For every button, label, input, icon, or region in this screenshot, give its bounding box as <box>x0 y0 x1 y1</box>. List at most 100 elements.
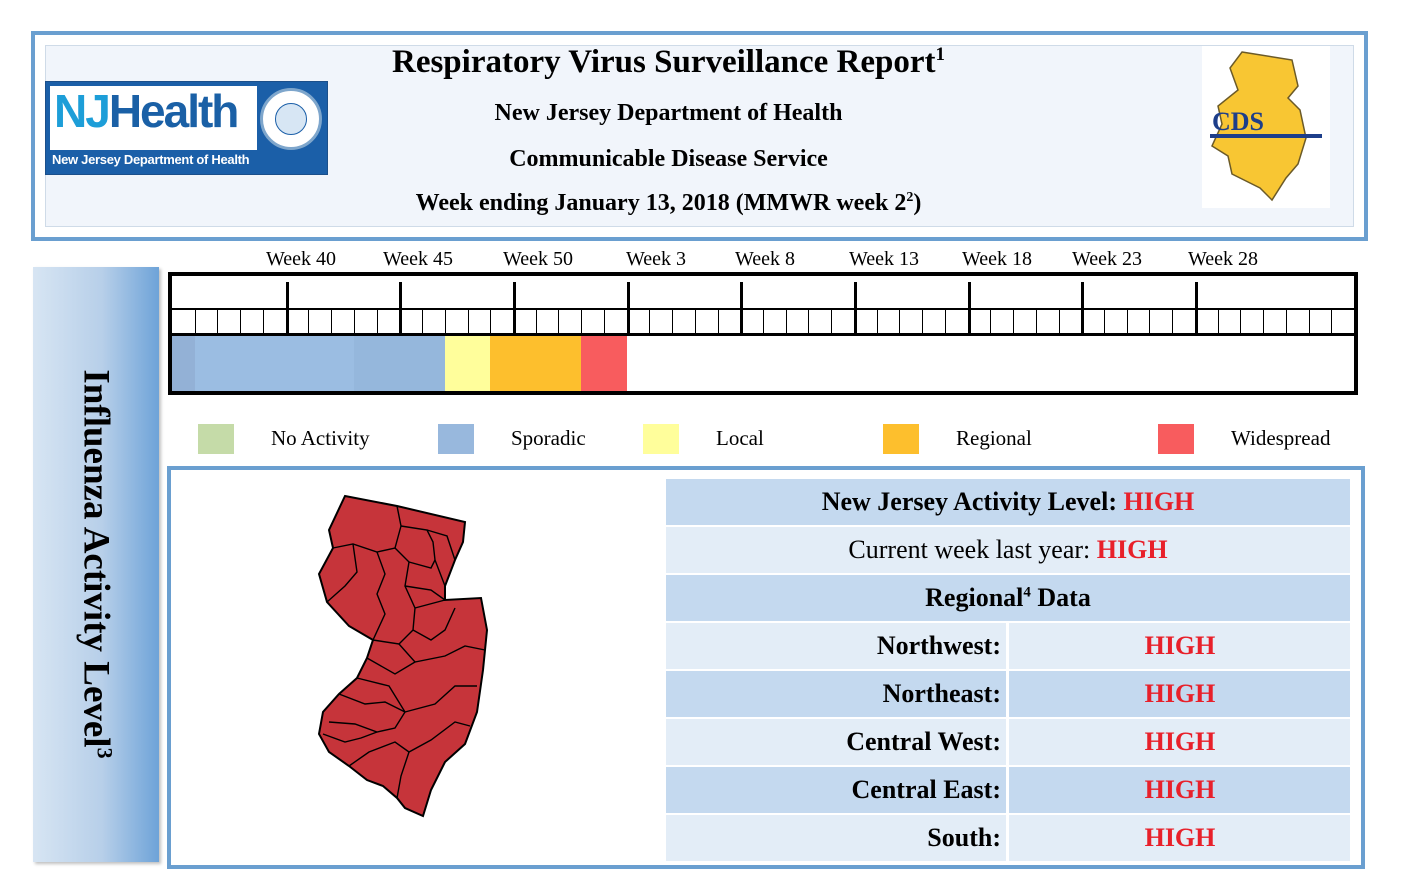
timeline-minor-tick <box>422 310 424 333</box>
department-name: New Jersey Department of Health <box>494 100 843 126</box>
legend-label: Sporadic <box>511 426 586 450</box>
region-name: Central East: <box>851 775 1001 804</box>
timeline-minor-tick <box>558 310 560 333</box>
timeline-minor-tick <box>1240 310 1242 333</box>
timeline-major-tick <box>1194 282 1198 333</box>
region-name: South: <box>927 823 1001 852</box>
timeline-minor-tick <box>467 310 469 333</box>
timeline-minor-tick <box>1035 310 1037 333</box>
table-row: Regional4 Data <box>666 575 1350 621</box>
week-label: Week 50 <box>502 248 574 270</box>
week-label: Week 18 <box>961 248 1033 270</box>
timeline-minor-tick <box>672 310 674 333</box>
week-label: Week 8 <box>734 248 796 270</box>
region-name: Central West: <box>846 727 1001 756</box>
report-title: Respiratory Virus Surveillance Report1 <box>391 44 946 80</box>
svg-text:CDS: CDS <box>1212 107 1264 136</box>
activity-segment-sporadic <box>194 336 354 391</box>
table-row: Northeast: HIGH <box>666 671 1350 717</box>
legend-label: Regional <box>956 426 1032 450</box>
timeline-major-tick <box>399 282 403 333</box>
legend-label: Widespread <box>1231 426 1331 450</box>
activity-segment-regional <box>490 336 582 391</box>
timeline-minor-tick <box>1217 310 1219 333</box>
nj-county-map <box>317 494 489 818</box>
table-row: South: HIGH <box>666 815 1350 861</box>
timeline-minor-tick <box>535 310 537 333</box>
timeline-divider <box>172 333 1354 336</box>
region-value: HIGH <box>1144 631 1216 660</box>
table-row: New Jersey Activity Level: HIGH <box>666 479 1350 525</box>
timeline-minor-tick <box>899 310 901 333</box>
legend-swatch-local <box>643 424 679 454</box>
activity-segment-widespread <box>581 336 627 391</box>
timeline-minor-tick <box>490 310 492 333</box>
timeline-minor-tick <box>649 310 651 333</box>
table-row: Central East: HIGH <box>666 767 1350 813</box>
timeline-minor-tick <box>353 310 355 333</box>
accreditation-seal-icon <box>260 88 322 150</box>
legend-swatch-no-activity <box>198 424 234 454</box>
timeline-major-tick <box>740 282 744 333</box>
timeline-minor-tick <box>763 310 764 333</box>
timeline-minor-tick <box>1149 310 1151 333</box>
region-name: Northeast: <box>882 679 1001 708</box>
timeline-major-tick <box>512 282 516 333</box>
legend-label: Local <box>716 426 764 450</box>
timeline-minor-tick <box>376 310 378 333</box>
timeline-minor-tick <box>240 310 242 333</box>
county-borders <box>322 505 486 799</box>
timeline-major-tick <box>626 282 630 333</box>
activity-segment-local <box>444 336 491 391</box>
table-row: Northwest: HIGH <box>666 623 1350 669</box>
region-value: HIGH <box>1144 727 1216 756</box>
timeline-minor-tick <box>922 310 924 333</box>
activity-segment-sporadic <box>172 336 195 391</box>
table-row: Central West: HIGH <box>666 719 1350 765</box>
timeline-minor-tick <box>944 310 946 333</box>
region-value: HIGH <box>1144 823 1216 852</box>
timeline-minor-tick <box>1285 310 1287 333</box>
timeline-minor-tick <box>1263 310 1265 333</box>
timeline-minor-tick <box>785 310 787 333</box>
timeline-minor-tick <box>444 310 446 333</box>
timeline-minor-tick <box>1172 310 1174 333</box>
timeline-minor-tick <box>1126 310 1128 333</box>
week-label: Week 28 <box>1187 248 1259 270</box>
timeline-minor-tick <box>262 310 264 333</box>
timeline-minor-tick <box>308 310 310 333</box>
timeline-minor-tick <box>581 310 583 333</box>
timeline-minor-tick <box>1103 310 1105 333</box>
timeline-minor-tick <box>990 310 992 333</box>
week-ending-line: Week ending January 13, 2018 (MMWR week … <box>415 190 922 216</box>
side-label-text: Influenza Activity Level3 <box>75 369 118 759</box>
legend-label: No Activity <box>271 426 370 450</box>
timeline-major-tick <box>285 282 289 333</box>
week-label: Week 40 <box>265 248 337 270</box>
activity-segment-sporadic <box>353 336 445 391</box>
timeline-divider <box>172 308 1354 310</box>
week-label: Week 3 <box>625 248 687 270</box>
nj-health-logo: NJHealth New Jersey Department of Health <box>45 81 328 175</box>
region-value: HIGH <box>1144 775 1216 804</box>
week-label: Week 45 <box>382 248 454 270</box>
timeline-minor-tick <box>831 310 833 333</box>
legend-swatch-regional <box>883 424 919 454</box>
timeline-minor-tick <box>717 310 719 333</box>
week-label: Week 13 <box>848 248 920 270</box>
timeline-major-tick <box>1081 282 1085 333</box>
activity-timeline <box>168 272 1358 395</box>
timeline-minor-tick <box>876 310 878 333</box>
table-row: Current week last year: HIGH <box>666 527 1350 573</box>
report-header <box>31 31 1368 241</box>
legend-swatch-sporadic <box>438 424 474 454</box>
timeline-minor-tick <box>1058 310 1060 333</box>
region-value: HIGH <box>1144 679 1216 708</box>
timeline-minor-tick <box>694 310 696 333</box>
timeline-ticks <box>172 276 1354 337</box>
timeline-major-tick <box>967 282 971 333</box>
timeline-minor-tick <box>217 310 219 333</box>
timeline-minor-tick <box>603 310 605 333</box>
timeline-minor-tick <box>1331 310 1333 333</box>
timeline-minor-tick <box>1308 310 1310 333</box>
